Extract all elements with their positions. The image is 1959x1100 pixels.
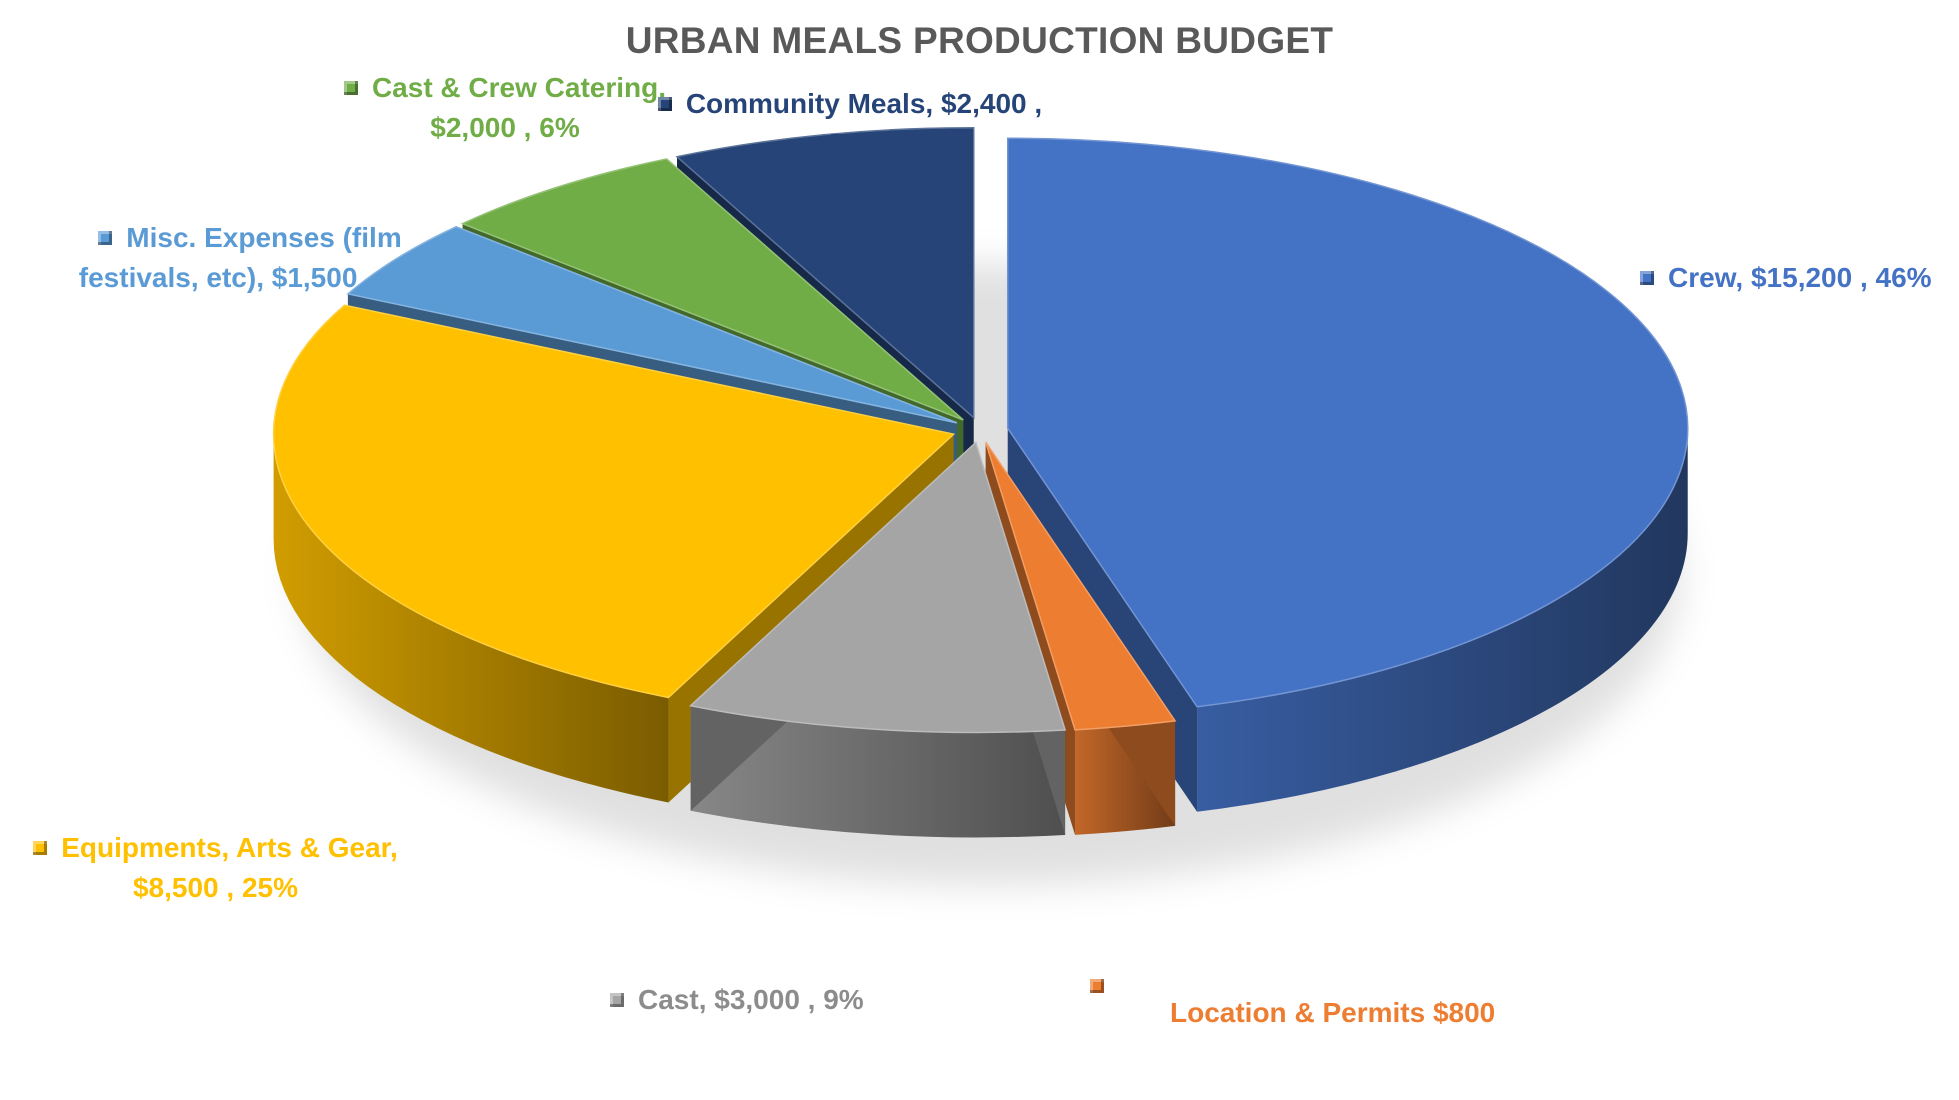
data-label-location-permits: Location & Permits $800 xyxy=(1090,979,1496,1033)
data-label-crew: Crew, $15,200 , 46% xyxy=(1640,258,1932,298)
legend-key-icon xyxy=(98,231,113,245)
data-label-text: Community Meals, $2,400 , 7% xyxy=(685,88,1043,159)
slice-community-meals xyxy=(675,126,975,420)
legend-key-icon xyxy=(657,97,672,111)
data-label-text: Equipments, Arts & Gear, $8,500 , 25% xyxy=(61,832,398,903)
slice-misc-expenses-film-festivals-etc xyxy=(346,225,958,424)
legend-key-icon xyxy=(343,81,358,95)
data-label-cast: Cast, $3,000 , 9% xyxy=(610,980,864,1020)
slice-crew xyxy=(1006,137,1689,708)
legend-key-icon xyxy=(1640,271,1654,285)
data-label-text: Cast & Crew Catering, $2,000 , 6% xyxy=(371,72,667,143)
legend-key-icon xyxy=(33,841,48,855)
slice-cast xyxy=(689,441,1067,734)
data-label-equipments-arts-gear: Equipments, Arts & Gear, $8,500 , 25% xyxy=(18,828,413,908)
slice-cast-crew-catering xyxy=(460,158,964,421)
data-label-community-meals: Community Meals, $2,400 , 7% xyxy=(640,84,1060,164)
data-label-cast-crew-catering: Cast & Crew Catering, $2,000 , 6% xyxy=(340,68,670,148)
slice-equipments-arts-gear xyxy=(272,304,956,699)
legend-key-icon xyxy=(1090,979,1104,993)
slice-location-permits xyxy=(985,441,1177,731)
legend-key-icon xyxy=(610,993,624,1007)
data-label-text: Misc. Expenses (film festivals, etc), $1… xyxy=(78,222,422,293)
data-label-text: Cast, $3,000 , 9% xyxy=(638,984,864,1015)
data-label-text: Location & Permits $800 xyxy=(1170,997,1496,1028)
data-label-text: Crew, $15,200 , 46% xyxy=(1668,262,1932,293)
chart-title: URBAN MEALS PRODUCTION BUDGET xyxy=(625,20,1334,61)
data-label-misc-expenses-film-festivals-etc: Misc. Expenses (film festivals, etc), $1… xyxy=(50,218,450,298)
